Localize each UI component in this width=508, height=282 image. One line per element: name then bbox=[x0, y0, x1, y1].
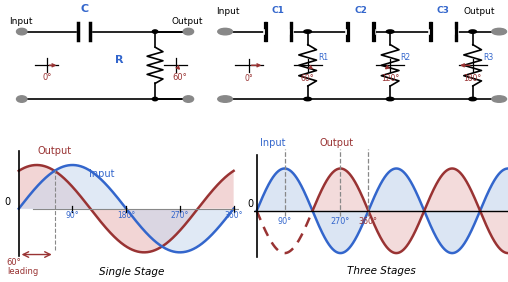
Text: 360°: 360° bbox=[225, 211, 243, 220]
Text: C2: C2 bbox=[354, 6, 367, 16]
Text: 360°: 360° bbox=[359, 217, 378, 226]
Circle shape bbox=[218, 96, 233, 102]
Circle shape bbox=[152, 30, 158, 33]
Text: Input: Input bbox=[260, 138, 285, 149]
Circle shape bbox=[386, 30, 394, 33]
Text: R1: R1 bbox=[318, 53, 328, 62]
Text: 180°: 180° bbox=[463, 74, 482, 83]
Text: R3: R3 bbox=[483, 53, 493, 62]
Text: leading: leading bbox=[7, 267, 38, 276]
Text: R: R bbox=[115, 55, 124, 65]
Text: Output: Output bbox=[172, 17, 203, 27]
Text: Output: Output bbox=[38, 146, 72, 156]
Text: C3: C3 bbox=[437, 6, 450, 16]
Circle shape bbox=[469, 30, 477, 33]
Text: 180°: 180° bbox=[117, 211, 135, 220]
Text: Input: Input bbox=[216, 7, 240, 16]
Text: 0: 0 bbox=[247, 199, 253, 209]
Circle shape bbox=[183, 96, 194, 102]
Text: Single Stage: Single Stage bbox=[100, 268, 165, 277]
Text: C: C bbox=[80, 4, 88, 14]
Text: 0: 0 bbox=[4, 197, 10, 207]
Text: 120°: 120° bbox=[381, 74, 399, 83]
Text: 90°: 90° bbox=[277, 217, 292, 226]
Text: R2: R2 bbox=[400, 53, 410, 62]
Circle shape bbox=[17, 28, 27, 35]
Text: Output: Output bbox=[320, 138, 354, 149]
Circle shape bbox=[183, 28, 194, 35]
Text: 90°: 90° bbox=[66, 211, 79, 220]
Text: C1: C1 bbox=[272, 6, 284, 16]
Text: 0°: 0° bbox=[244, 74, 253, 83]
Text: 60°: 60° bbox=[301, 74, 314, 83]
Text: Output: Output bbox=[464, 7, 495, 16]
Circle shape bbox=[304, 30, 311, 33]
Circle shape bbox=[492, 96, 506, 102]
Circle shape bbox=[386, 97, 394, 101]
Text: 60°: 60° bbox=[7, 257, 21, 266]
Circle shape bbox=[218, 28, 233, 35]
Text: 0°: 0° bbox=[42, 73, 51, 82]
Circle shape bbox=[469, 97, 477, 101]
Text: 270°: 270° bbox=[171, 211, 189, 220]
Text: 270°: 270° bbox=[331, 217, 350, 226]
Text: Three Stages: Three Stages bbox=[346, 266, 416, 276]
Text: Input: Input bbox=[9, 17, 33, 27]
Circle shape bbox=[492, 28, 506, 35]
Circle shape bbox=[17, 96, 27, 102]
Circle shape bbox=[152, 97, 158, 101]
Circle shape bbox=[304, 97, 311, 101]
Text: Input: Input bbox=[89, 169, 114, 179]
Text: 60°: 60° bbox=[173, 73, 187, 82]
